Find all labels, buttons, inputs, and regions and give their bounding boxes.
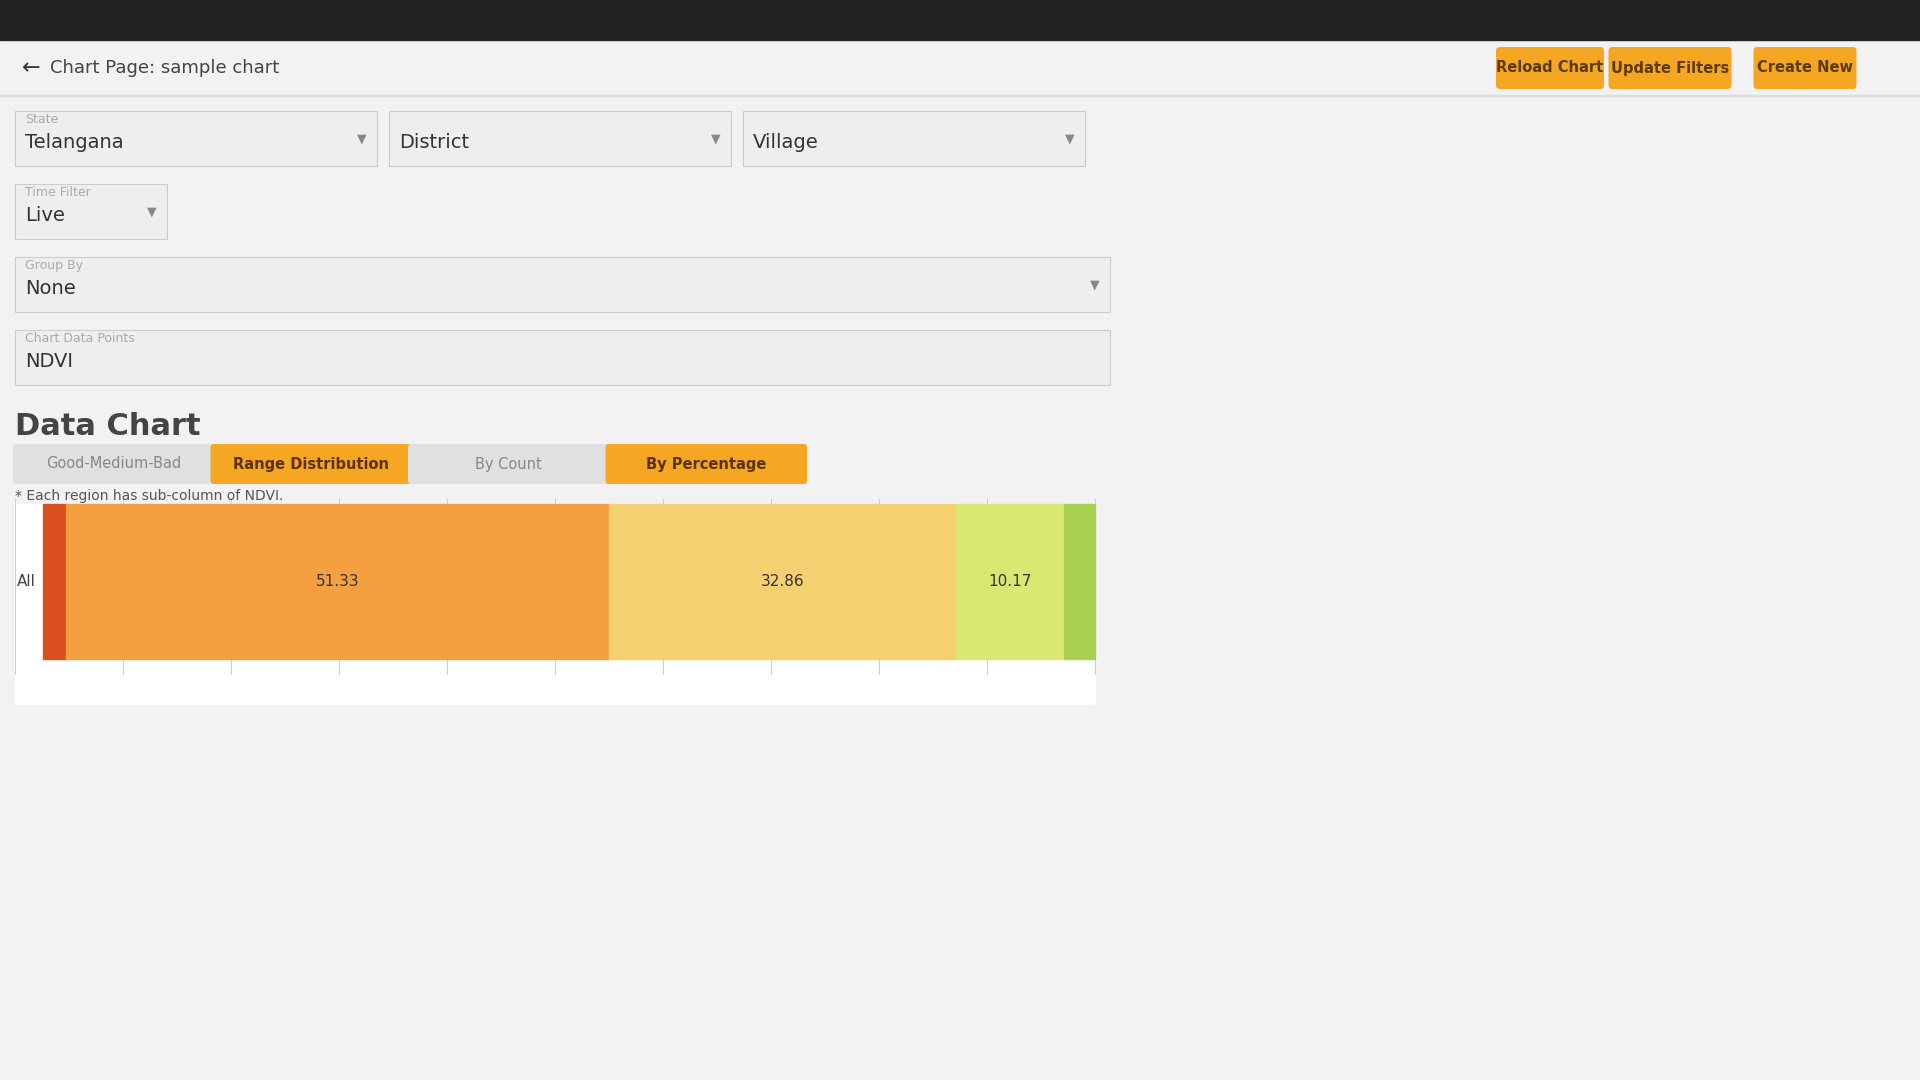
Text: District: District [399,133,468,152]
Bar [609,504,956,659]
Text: Chart Page: sample chart: Chart Page: sample chart [50,59,278,77]
Bar [67,504,609,659]
Bar [956,504,1064,659]
Text: By Percentage: By Percentage [645,457,766,472]
Text: ←: ← [21,58,40,78]
Text: All: All [17,573,36,589]
FancyBboxPatch shape [13,444,215,484]
Text: Time Filter: Time Filter [25,186,90,199]
Text: Chart Data Points: Chart Data Points [25,332,134,345]
Text: Telangana: Telangana [25,133,123,152]
Text: State: State [25,113,58,126]
FancyBboxPatch shape [390,111,732,166]
FancyBboxPatch shape [743,111,1085,166]
Text: ▼: ▼ [710,132,720,145]
FancyBboxPatch shape [1609,48,1732,89]
Text: Reload Chart: Reload Chart [1496,60,1603,76]
FancyBboxPatch shape [15,257,1110,312]
Text: 32.86: 32.86 [760,573,804,589]
Bar [15,504,1094,704]
Bar [1064,504,1094,659]
Text: Range Distribution: Range Distribution [232,457,390,472]
Text: None: None [25,279,75,298]
Text: Update Filters: Update Filters [1611,60,1730,76]
Text: Create New: Create New [1757,60,1853,76]
Text: ▼: ▼ [148,205,157,218]
Bar [42,504,67,659]
FancyBboxPatch shape [1753,48,1857,89]
FancyBboxPatch shape [407,444,609,484]
Text: Good-Medium-Bad: Good-Medium-Bad [46,457,180,472]
Text: Data Chart: Data Chart [15,411,200,441]
FancyBboxPatch shape [15,330,1110,384]
Text: Group By: Group By [25,259,83,272]
Text: NDVI: NDVI [25,352,73,372]
FancyBboxPatch shape [15,111,376,166]
Bar [0,0,1920,40]
FancyBboxPatch shape [15,184,167,239]
FancyBboxPatch shape [605,444,806,484]
Text: ▼: ▼ [1091,278,1100,291]
Text: 10.17: 10.17 [989,573,1031,589]
Text: Live: Live [25,206,65,225]
Text: 51.33: 51.33 [315,573,359,589]
FancyBboxPatch shape [1496,48,1603,89]
Text: ▼: ▼ [357,132,367,145]
Text: Village: Village [753,133,818,152]
Text: ▼: ▼ [1066,132,1075,145]
Text: * Each region has sub-column of NDVI.: * Each region has sub-column of NDVI. [15,489,284,503]
FancyBboxPatch shape [211,444,413,484]
Text: By Count: By Count [476,457,541,472]
